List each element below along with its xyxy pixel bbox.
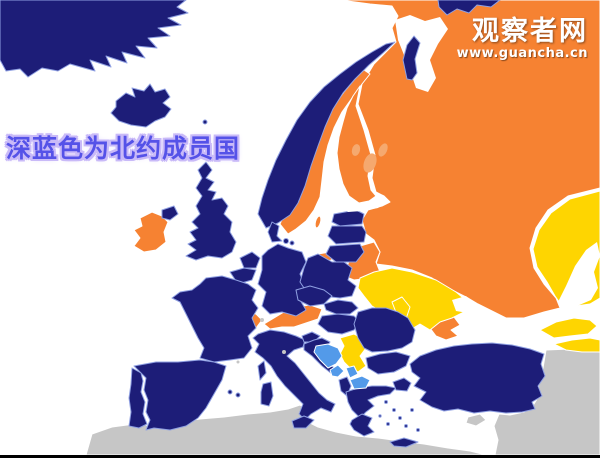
country-latvia: [327, 225, 367, 245]
country-georgia: [539, 317, 598, 339]
country-greece: [345, 385, 397, 419]
country-estonia: [331, 209, 365, 227]
country-romania: [353, 307, 416, 353]
microstates: [236, 318, 286, 364]
aegean-island: [378, 414, 382, 418]
caspian-sea: [558, 242, 600, 308]
country-czechia: [295, 285, 333, 307]
microstate-san-marino: [282, 350, 286, 354]
map-caption: 深蓝色为北约成员国: [6, 134, 241, 163]
country-bosnia: [313, 343, 343, 369]
island-crete: [389, 437, 419, 448]
island-menorca: [235, 392, 241, 398]
country-germany: [257, 243, 307, 317]
lakes: [351, 143, 388, 173]
country-norway: [257, 41, 396, 229]
country-portugal: [128, 367, 148, 429]
country-hungary: [317, 313, 361, 335]
island-sardinia: [260, 381, 274, 407]
island-corsica: [257, 360, 267, 381]
country-armenia-azerbaijan: [553, 337, 600, 353]
country-denmark: [267, 221, 283, 243]
sea-of-azov: [452, 296, 474, 313]
white-sea: [395, 15, 448, 92]
aegean-island: [410, 408, 414, 412]
island-gotland: [314, 215, 322, 229]
aegean-island: [416, 428, 420, 432]
country-austria: [263, 304, 323, 330]
island-svalbard: [437, 0, 501, 16]
island-zealand: [283, 238, 289, 244]
island-funen: [289, 240, 295, 246]
lake-small: [351, 144, 361, 156]
arctic-islands: [402, 0, 501, 81]
aspirant-countries: [313, 343, 371, 390]
watermark-url: www.guancha.cn: [456, 45, 588, 61]
country-macedonia: [349, 375, 371, 390]
gulf-of-finland: [344, 200, 384, 212]
country-netherlands: [239, 251, 261, 269]
country-montenegro: [329, 364, 345, 378]
non-nato-countries: [133, 0, 600, 341]
lake-ladoga: [363, 153, 377, 173]
lake-onega: [378, 143, 388, 157]
country-slovakia: [323, 299, 359, 315]
sea-overlays: [344, 15, 600, 313]
map-frame-bottom: [0, 455, 600, 458]
microstate-monaco: [236, 360, 240, 364]
aegean-islands: [378, 400, 420, 432]
country-turkey: [409, 342, 546, 414]
region-turkish-thrace: [392, 377, 412, 392]
aegean-island: [384, 400, 388, 404]
aegean-island: [392, 408, 396, 412]
island-novaya-zemlya: [402, 35, 421, 81]
island-faroe: [202, 119, 208, 125]
aegean-island: [398, 416, 402, 420]
microstate-liechtenstein: [260, 318, 264, 322]
nato-countries: [0, 0, 546, 448]
watermark-title: 观察者网: [472, 16, 588, 47]
watermark: 观察者网 www.guancha.cn: [457, 17, 588, 61]
island-mallorca: [227, 389, 233, 395]
country-greenland: [0, 0, 189, 78]
country-united-kingdom: [185, 161, 237, 261]
country-kosovo: [345, 365, 359, 379]
aegean-island: [386, 422, 390, 426]
country-bulgaria: [365, 351, 411, 375]
country-france: [171, 275, 259, 363]
country-lithuania: [325, 243, 365, 263]
island-sicily: [291, 415, 315, 429]
region-peloponnese: [349, 413, 375, 437]
country-spain: [133, 359, 227, 431]
region-northern-ireland: [161, 205, 179, 221]
country-cyprus: [465, 413, 487, 427]
island-shetland: [221, 144, 227, 150]
aegean-island: [404, 424, 408, 428]
country-iceland: [110, 83, 172, 128]
country-ukraine: [357, 267, 469, 331]
